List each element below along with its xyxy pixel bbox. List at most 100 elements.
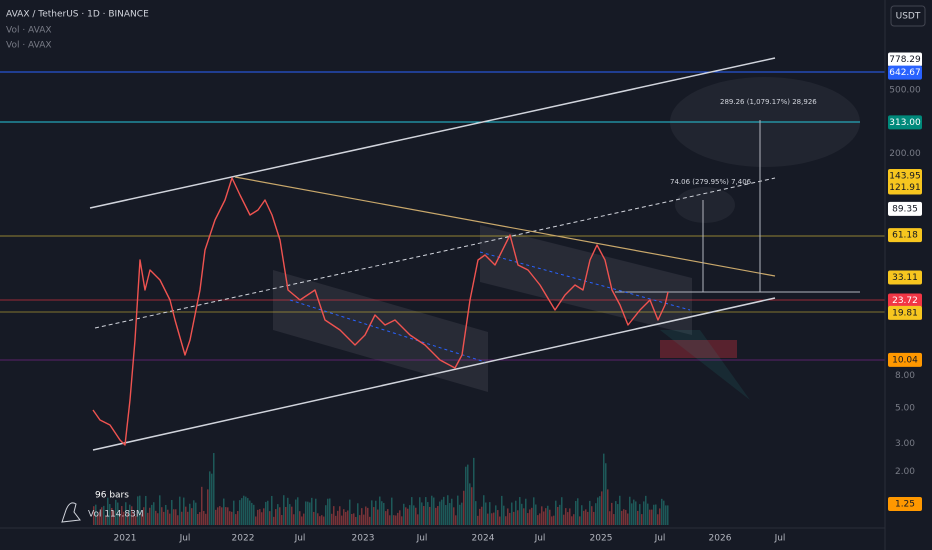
volume-bar: [135, 515, 137, 525]
volume-bar: [493, 512, 495, 525]
drawings: [0, 57, 885, 451]
volume-bar: [213, 453, 215, 525]
time-label: Jul: [294, 534, 306, 544]
volume-bar: [117, 502, 119, 525]
currency[interactable]: USDT: [896, 12, 921, 22]
volume-bar: [449, 503, 451, 525]
volume-bar: [431, 495, 433, 525]
volume-bar: [447, 495, 449, 525]
volume: [93, 453, 669, 525]
volume-bar: [463, 490, 465, 525]
volume-bar: [549, 509, 551, 525]
volume-bar: [503, 505, 505, 525]
volume-bar: [515, 500, 517, 525]
price-tag: [888, 65, 922, 80]
volume-bar: [335, 515, 337, 525]
measure-label: 74.06 (279.95%) 7,406: [670, 178, 752, 186]
volume-bar: [311, 497, 313, 525]
volume-bar: [589, 500, 591, 525]
price-label: 89.35: [892, 204, 918, 214]
volume-bar: [457, 495, 459, 525]
price-label: 61.18: [892, 231, 918, 241]
volume-bar: [427, 502, 429, 525]
volume-bar: [187, 511, 189, 525]
volume-bar: [193, 500, 195, 525]
volume-bar: [399, 510, 401, 525]
volume-bar: [593, 511, 595, 525]
volume-bar: [367, 507, 369, 525]
volume-bar: [221, 507, 223, 525]
volume-bar: [613, 514, 615, 525]
volume-bar: [541, 506, 543, 525]
volume-bar: [619, 495, 621, 525]
price-label: 500.00: [889, 86, 921, 96]
volume-bar: [139, 495, 141, 525]
volume-bar: [607, 489, 609, 525]
volume-bar: [119, 515, 121, 525]
volume-bar: [277, 504, 279, 525]
volume-bar: [591, 506, 593, 525]
volume-bar: [467, 464, 469, 525]
volume-bar: [301, 516, 303, 525]
volume-bar: [497, 510, 499, 525]
volume-bar: [327, 498, 329, 525]
volume-bar: [627, 513, 629, 525]
volume-bar: [345, 511, 347, 525]
price-label: 23.72: [892, 296, 918, 306]
volume-bar: [157, 513, 159, 525]
volume-bar: [483, 495, 485, 525]
volume-bar: [133, 513, 135, 525]
volume-bar: [649, 509, 651, 525]
volume-bar: [639, 504, 641, 525]
volume-bar: [143, 507, 145, 525]
volume-bar: [519, 497, 521, 525]
volume-bar: [445, 505, 447, 525]
volume-bar: [325, 505, 327, 525]
price-line: [92, 177, 669, 446]
volume-bar: [113, 510, 115, 525]
volume-bar: [351, 513, 353, 525]
volume-bar: [615, 501, 617, 525]
volume-bar: [553, 515, 555, 525]
volume-bar: [371, 500, 373, 525]
volume-bar: [433, 497, 435, 525]
volume-bar: [153, 502, 155, 525]
volume-bar: [283, 495, 285, 525]
price-label: 2.00: [895, 467, 915, 477]
target-zone: [660, 340, 737, 358]
volume-bar: [271, 495, 273, 525]
volume-bar: [269, 511, 271, 525]
volume-bar: [309, 502, 311, 525]
volume-bar: [577, 498, 579, 525]
mid-line: [289, 299, 486, 363]
volume-bar: [173, 509, 175, 525]
volume-bar: [355, 516, 357, 525]
volume-bar: [425, 497, 427, 525]
volume-bar: [411, 497, 413, 525]
volume-bar: [279, 507, 281, 525]
volume-bar: [261, 512, 263, 525]
price-label: 19.81: [892, 308, 918, 318]
currency-button[interactable]: [890, 5, 926, 27]
volume-bar: [203, 510, 205, 525]
volume-bar: [665, 505, 667, 525]
volume-bar: [651, 509, 653, 525]
volume-bar: [169, 513, 171, 525]
volume-bar: [557, 506, 559, 525]
volume-bar: [237, 511, 239, 525]
volume-bar: [393, 515, 395, 525]
volume-bar: [667, 505, 669, 525]
volume-bar: [265, 501, 267, 525]
volume-bar: [421, 502, 423, 525]
volume-bar: [273, 516, 275, 525]
time-label: Jul: [774, 534, 786, 544]
volume-bar: [289, 504, 291, 525]
volume-bar: [223, 498, 225, 525]
projection: [660, 330, 750, 400]
volume-bar: [481, 506, 483, 525]
volume-bar: [207, 489, 209, 525]
volume-bar: [253, 504, 255, 525]
volume-bar: [287, 497, 289, 525]
volume-bar: [531, 507, 533, 525]
